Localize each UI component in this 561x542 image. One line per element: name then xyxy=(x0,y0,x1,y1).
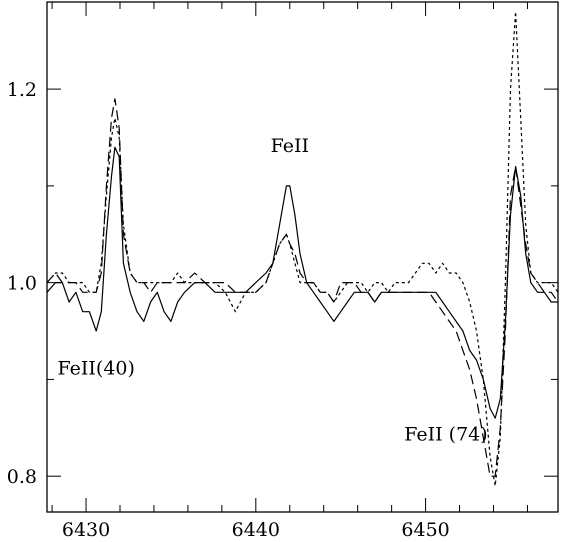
x-tick-label: 6430 xyxy=(62,519,110,541)
tick-labels: 6430 6440 6450 0.8 1.0 1.2 xyxy=(7,79,450,541)
axis-ticks xyxy=(47,2,558,512)
y-tick-label: 0.8 xyxy=(7,466,37,488)
y-tick-label: 1.0 xyxy=(7,273,37,295)
annotation-label: FeII(40) xyxy=(58,358,135,380)
series-line-dashed xyxy=(46,98,559,477)
annotation-label: FeII (74) xyxy=(404,423,487,445)
series-line-solid xyxy=(46,146,558,419)
annotations: FeII FeII(40) FeII (74) xyxy=(58,135,488,445)
series-layer xyxy=(46,11,559,487)
plot-frame xyxy=(46,1,559,513)
x-tick-label: 6450 xyxy=(401,519,449,541)
annotation-label: FeII xyxy=(271,135,309,157)
y-tick-label: 1.2 xyxy=(7,79,37,101)
x-tick-label: 6440 xyxy=(232,519,280,541)
series-line-dotted xyxy=(46,11,559,487)
